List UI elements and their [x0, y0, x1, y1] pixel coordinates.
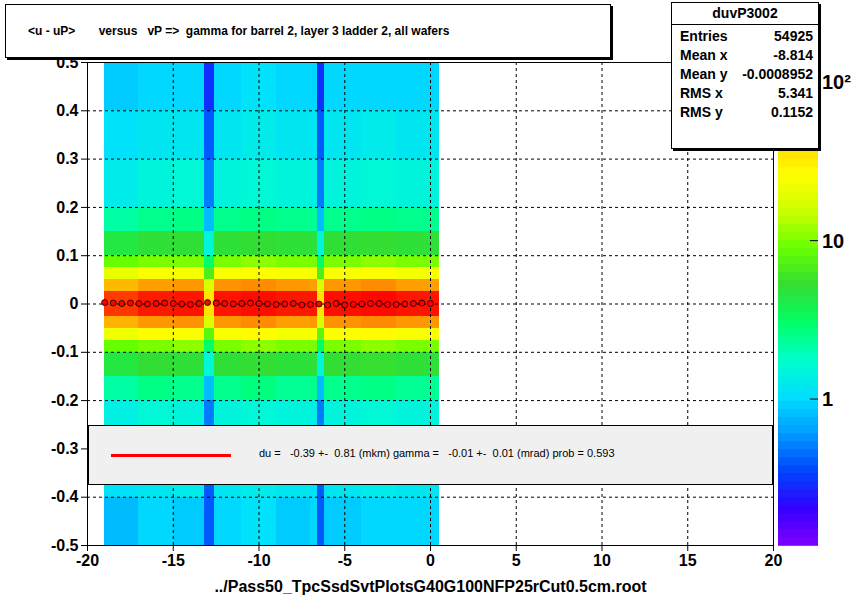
svg-text:-0.2: -0.2 [51, 392, 79, 409]
svg-text:-20: -20 [76, 552, 99, 569]
svg-text:20: 20 [765, 552, 783, 569]
svg-text:-0.3: -0.3 [51, 440, 79, 457]
html-text:du = -0.39 +- 0.81 (mkm) gamma: du = -0.39 +- 0.81 (mkm) gamma = -0.01 +… [259, 447, 615, 459]
html-text:RMS y: RMS y [680, 104, 723, 120]
html-text:Mean x: Mean x [680, 47, 728, 63]
svg-text:-0.5: -0.5 [51, 537, 79, 554]
svg-text:-10: -10 [247, 552, 270, 569]
svg-text:../Pass50_TpcSsdSvtPlotsG40G10: ../Pass50_TpcSsdSvtPlotsG40G100NFP25rCut… [214, 578, 647, 595]
svg-text:0.4: 0.4 [56, 102, 78, 119]
svg-text:10: 10 [822, 230, 844, 252]
html-text:RMS x: RMS x [680, 85, 723, 101]
svg-text:0.2: 0.2 [56, 199, 78, 216]
html-text:duvP3002: duvP3002 [712, 5, 778, 21]
svg-text:-5: -5 [338, 552, 352, 569]
svg-text:0: 0 [426, 552, 435, 569]
html-text:<u - uP> versus vP => gamma fo: <u - uP> versus vP => gamma for barrel 2… [28, 24, 450, 38]
html-text:54925: 54925 [774, 28, 813, 44]
svg-text:0: 0 [70, 295, 79, 312]
svg-text:-15: -15 [162, 552, 185, 569]
svg-text:0.5: 0.5 [56, 53, 79, 71]
html-text:-8.814: -8.814 [773, 47, 813, 63]
svg-text:15: 15 [679, 552, 697, 569]
svg-text:0.3: 0.3 [56, 150, 78, 167]
svg-text:-0.1: -0.1 [51, 343, 79, 360]
svg-text:10²: 10² [822, 71, 851, 93]
html-text:5.341: 5.341 [778, 85, 813, 101]
svg-text:-0.4: -0.4 [51, 488, 79, 505]
svg-text:1: 1 [822, 388, 833, 410]
html-text:-0.0008952: -0.0008952 [742, 66, 813, 82]
html-text:0.1152: 0.1152 [770, 104, 813, 120]
html-text:Mean y: Mean y [680, 66, 728, 82]
html-text:Entries: Entries [680, 28, 728, 44]
svg-text:10: 10 [593, 552, 611, 569]
svg-text:5: 5 [512, 552, 521, 569]
svg-text:0.1: 0.1 [56, 247, 78, 264]
